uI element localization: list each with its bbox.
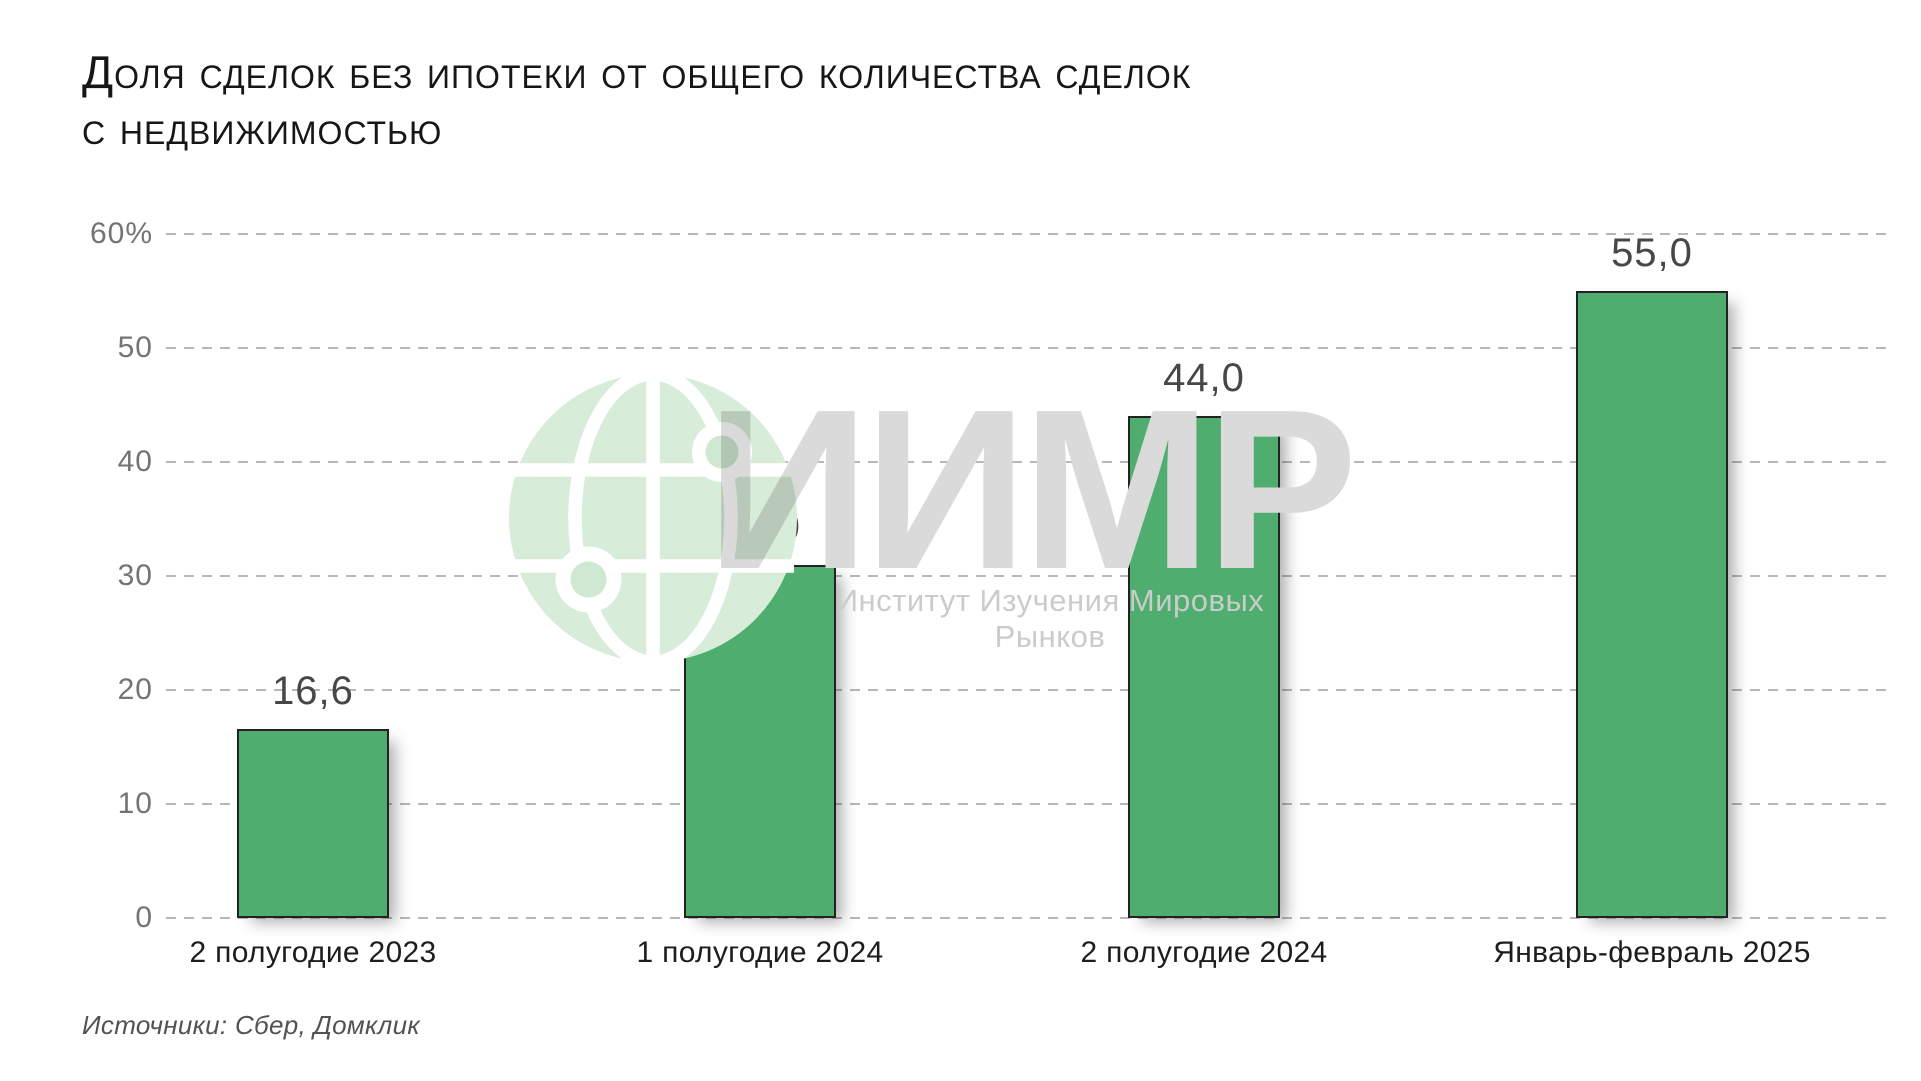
bar-value-label: 16,6 xyxy=(272,668,354,713)
y-tick-label: 0 xyxy=(135,901,153,934)
x-category-label: 1 полугодие 2024 xyxy=(636,936,884,969)
gridline xyxy=(166,575,1890,577)
source-note: Источники: Сбер, Домклик xyxy=(82,1010,420,1040)
y-tick-label: 60% xyxy=(89,217,153,250)
x-category-label: 2 полугодие 2023 xyxy=(189,936,437,969)
chart-title-line-1: Доля сделок без ипотеки от общего количе… xyxy=(82,46,1192,98)
y-tick-label: 50 xyxy=(117,331,153,364)
y-tick-label: 30 xyxy=(117,559,153,592)
bar-4 xyxy=(1576,291,1728,918)
gridline xyxy=(166,233,1890,235)
y-tick-label: 40 xyxy=(117,445,153,478)
gridline xyxy=(166,461,1890,463)
y-tick-label: 20 xyxy=(117,673,153,706)
chart-title-line-2: с недвижимостью xyxy=(82,102,443,154)
bar-value-label: 44,0 xyxy=(1163,356,1245,401)
bar-2 xyxy=(684,564,836,918)
bar-1 xyxy=(237,728,389,918)
bar-value-label: 55,0 xyxy=(1611,231,1693,275)
bar-value-label: 31,0 xyxy=(719,504,801,549)
x-category-label: Январь-февраль 2025 xyxy=(1493,936,1811,969)
gridline xyxy=(166,347,1890,349)
gridline xyxy=(166,917,1890,919)
bar-3 xyxy=(1128,416,1280,918)
gridline xyxy=(166,803,1890,805)
x-category-label: 2 полугодие 2024 xyxy=(1080,936,1328,969)
gridline xyxy=(166,689,1890,691)
chart-title: Доля сделок без ипотеки от общего количе… xyxy=(82,44,1191,156)
y-tick-label: 10 xyxy=(117,787,153,820)
